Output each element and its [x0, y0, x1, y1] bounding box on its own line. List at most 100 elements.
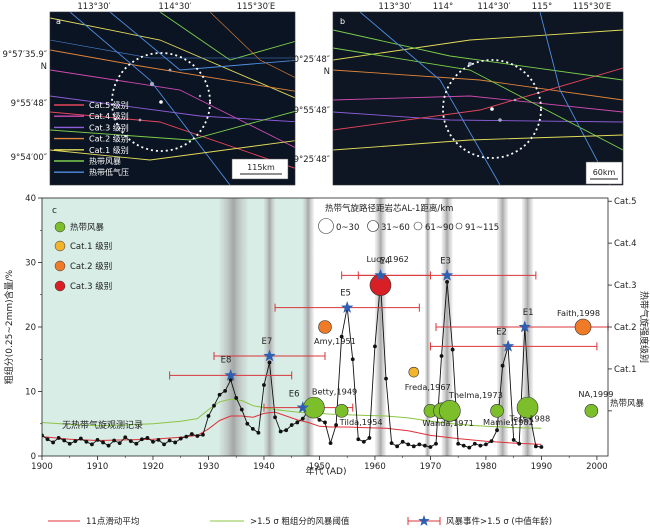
chart-panel-label: c [52, 206, 57, 216]
right-tick-label: Cat.3 [614, 281, 637, 291]
storm-event-label: E4 [379, 256, 390, 266]
map-b-left-tick: 9°55′48″ [294, 106, 330, 116]
grain-size-point [472, 441, 477, 446]
grain-size-point [489, 439, 494, 444]
x-tick-label: 1920 [142, 462, 164, 472]
size-legend-item: 0~30 [336, 223, 359, 233]
map-a-top-tick: 115°30′E [237, 2, 276, 12]
y-tick-label: 0 [31, 452, 36, 462]
storm-band [302, 198, 314, 456]
grain-size-point [45, 437, 50, 442]
grain-size-point [384, 376, 388, 381]
map-a-scalebar: 115km [231, 158, 289, 180]
grain-size-point [478, 443, 483, 448]
map-a-scale-label: 115km [247, 163, 275, 172]
grain-size-point [156, 437, 161, 442]
cyclone-label: Freda,1967 [405, 382, 451, 392]
grain-size-point [84, 439, 89, 444]
grain-size-point [373, 344, 377, 349]
storm-band [219, 198, 248, 456]
grain-size-point [439, 354, 444, 358]
grain-size-point [295, 420, 300, 425]
grain-size-point [422, 443, 427, 448]
grain-size-point [178, 436, 183, 441]
map-a-left-tick: 9°57′35.9″ [2, 50, 47, 60]
grain-size-point [339, 334, 344, 339]
cyclone-label: Tilda,1954 [339, 417, 383, 427]
storm-event-label: E5 [340, 289, 351, 299]
map-a-top-tick: 114°30′ [158, 2, 191, 12]
map-a-left-tick: 9°54′00″ [11, 153, 47, 163]
category-legend-label: 热带风暴 [70, 222, 105, 233]
map-a-left-ticks: 9°57′35.9″ N 9°55′48″ 9°54′00″ [2, 50, 47, 163]
storm-event-star-icon [263, 349, 276, 362]
grain-size-point [250, 427, 255, 431]
grain-size-point [90, 442, 94, 447]
grain-size-point [361, 439, 366, 444]
right-tick-label: Cat.5 [614, 197, 637, 207]
storm-event-star-icon [518, 320, 531, 333]
x-tick-label: 2000 [586, 462, 608, 472]
grain-size-point [73, 439, 78, 444]
grain-size-point [234, 396, 239, 400]
grain-size-point [139, 437, 144, 442]
map-legend-label: Cat.4 级别 [89, 111, 129, 121]
grain-size-point [123, 435, 128, 440]
bottom-legend-threshold: >1.5 σ 粗组分的风暴阈值 [250, 516, 350, 527]
map-b-scale-label: 60km [593, 168, 616, 177]
grain-size-point [245, 421, 250, 426]
x-axis-label: 年代 (AD) [306, 465, 347, 477]
grain-size-point [206, 414, 211, 418]
grain-size-point [262, 383, 266, 387]
x-tick-label: 1930 [198, 462, 220, 472]
category-legend-label: Cat.1 级别 [70, 241, 112, 252]
grain-size-point [106, 443, 111, 448]
map-a-radius-circle [111, 52, 211, 152]
map-legend-label: Cat.3 级别 [89, 122, 129, 132]
size-legend: 热带气旋路径距岩芯AL-1距离/km 0~30 31~60 61~90 91~1… [318, 203, 499, 234]
grain-size-point [134, 441, 139, 446]
bottom-legend-event: 风暴事件>1.5 σ (中值年龄) [446, 516, 552, 527]
size-legend-title: 热带气旋路径距岩芯AL-1距离/km [325, 203, 453, 214]
map-legend-label: 热带风暴 [89, 156, 121, 166]
grain-size-point [395, 444, 400, 449]
cyclone-bubble [574, 318, 592, 336]
grain-size-point [239, 407, 244, 412]
chart-mark-layer: Betty,1949 Amy,1951 Tilda,1954 Lucy,1962 Fre… [169, 254, 614, 428]
grain-size-point [128, 439, 133, 444]
grain-size-point [228, 377, 233, 382]
grain-size-point [42, 433, 44, 438]
grain-size-point [201, 432, 205, 437]
map-b-label: b [340, 17, 345, 26]
grain-size-point [467, 445, 472, 450]
grain-size-point [367, 436, 372, 440]
cyclone-label: Thelma,1973 [448, 390, 503, 400]
map-b-top-tick: 114° [433, 2, 453, 12]
storm-event-star-icon [224, 368, 237, 381]
storm-event-star-icon [501, 339, 515, 352]
grain-size-point [428, 445, 433, 449]
map-b-top-tick: 114°30′ [477, 2, 510, 12]
cyclone-label: Lucy,1962 [366, 254, 408, 264]
grain-size-point [411, 444, 416, 449]
grain-size-point [289, 423, 294, 427]
grain-size-point [495, 428, 499, 433]
grain-size-point [112, 438, 117, 443]
x-tick-label: 1940 [253, 462, 275, 472]
map-b-radius-circle [442, 59, 542, 159]
storm-event-label: E2 [496, 327, 507, 337]
y-tick-label: 30 [25, 259, 36, 269]
grain-size-point [323, 420, 327, 425]
cyclone-label: Tess,1988 [509, 414, 551, 424]
grain-size-point [151, 439, 155, 444]
no-record-text: 无热带气旋观测记录 [62, 419, 143, 431]
map-a: a 113°30′ 114°30′ 115°30′E 9°57′35.9″ N … [2, 2, 296, 186]
grain-size-point [450, 347, 455, 352]
size-legend-item: 91~115 [465, 223, 499, 233]
right-tick-label: 热带风暴 [610, 398, 645, 409]
map-b-core-site [490, 107, 494, 111]
cyclone-bubble [408, 366, 420, 378]
storm-event-label: E3 [440, 256, 451, 266]
grain-size-point [445, 279, 449, 284]
grain-size-point [195, 434, 200, 438]
